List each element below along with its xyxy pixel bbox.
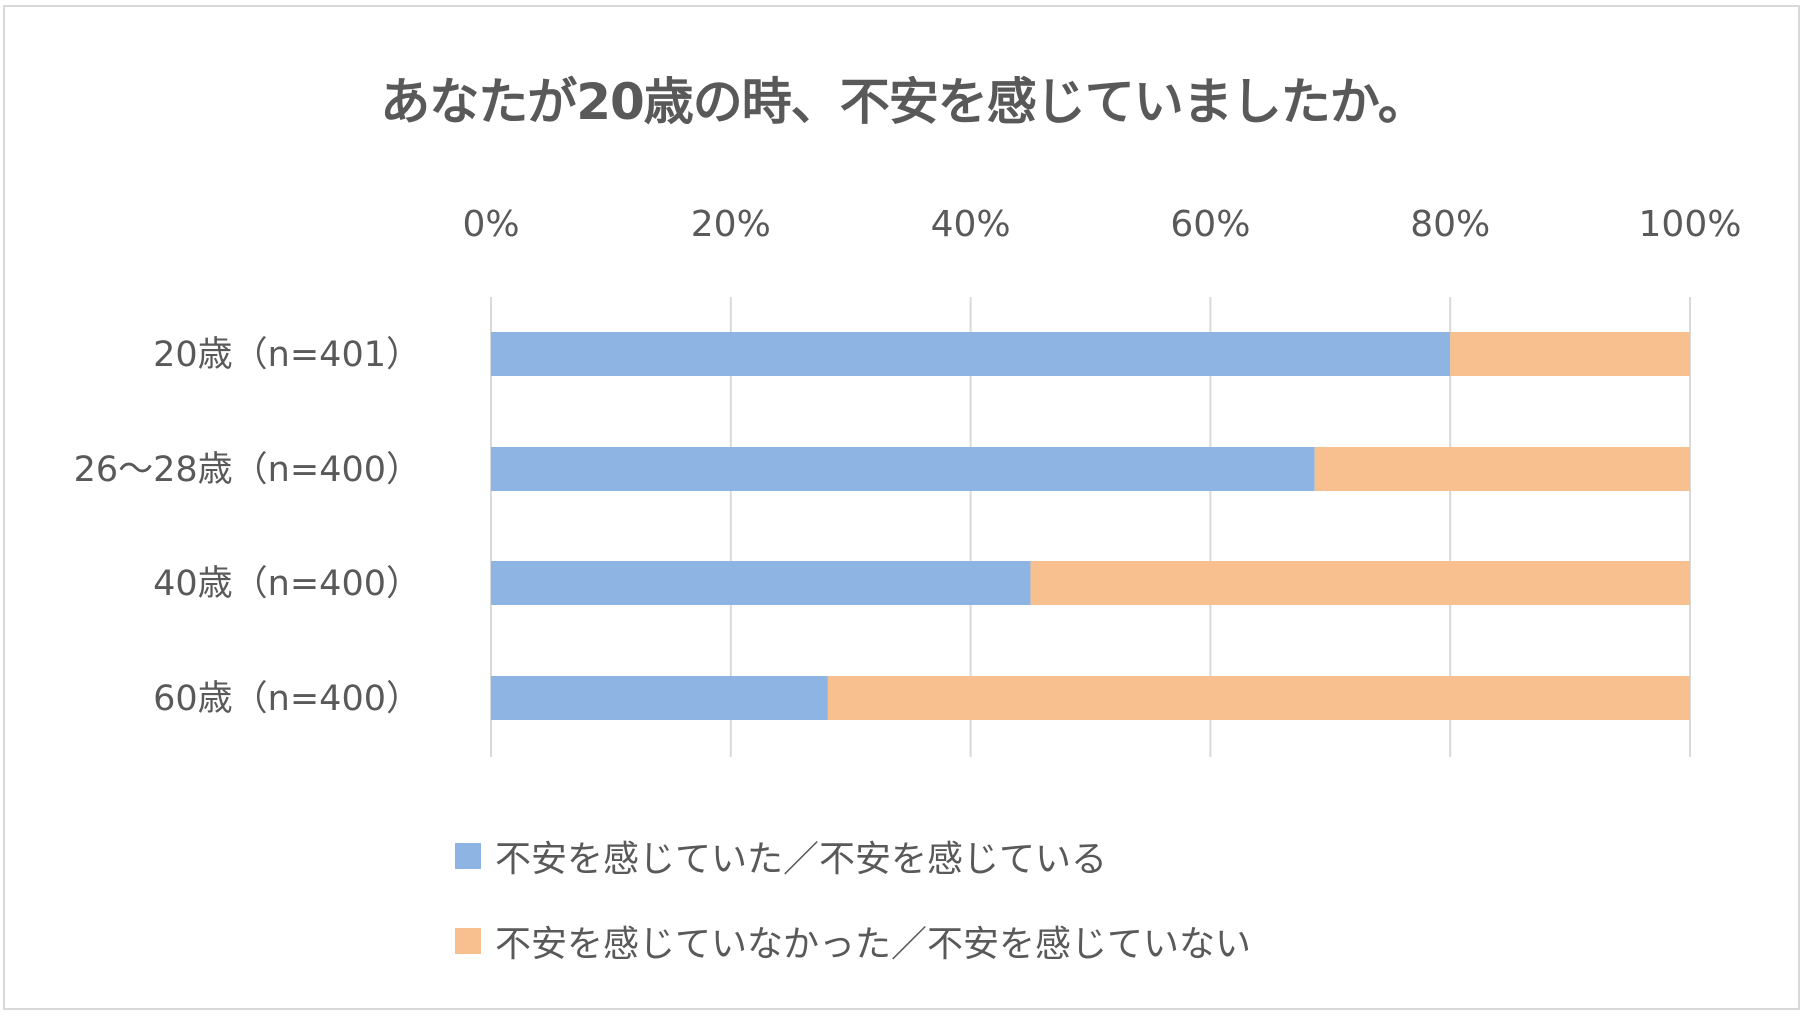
chart-frame [3,5,1800,1010]
x-tick-label: 100% [1639,204,1742,245]
x-tick-label: 60% [1170,204,1250,245]
bar-segment-not-anxious [1030,561,1690,605]
x-tick-label: 80% [1410,204,1490,245]
bar-segment-not-anxious [1314,447,1690,491]
legend-swatch-blue [455,843,481,869]
legend-label-0: 不安を感じていた／不安を感じている [495,839,1108,880]
bar-segment-not-anxious [827,676,1690,720]
bar-segment-anxious [491,447,1315,491]
legend-item-1: 不安を感じていなかった／不安を感じていない [455,915,1251,967]
category-label: 26〜28歳（n=400） [74,450,421,490]
bar-segment-anxious [491,332,1451,376]
legend-item-0: 不安を感じていた／不安を感じている [455,830,1107,882]
legend-swatch-orange [455,928,481,954]
x-tick-label: 0% [462,204,519,245]
category-label: 40歳（n=400） [153,564,421,604]
category-label: 60歳（n=400） [153,679,421,719]
bar-segment-anxious [491,676,828,720]
legend-label-1: 不安を感じていなかった／不安を感じていない [495,924,1252,965]
bar-segment-not-anxious [1450,332,1690,376]
bar-segment-anxious [491,561,1031,605]
category-label: 20歳（n=401） [153,335,421,375]
x-tick-label: 20% [691,204,771,245]
chart-title: あなたが20歳の時、不安を感じていましたか。 [380,73,1428,131]
x-tick-label: 40% [931,204,1011,245]
